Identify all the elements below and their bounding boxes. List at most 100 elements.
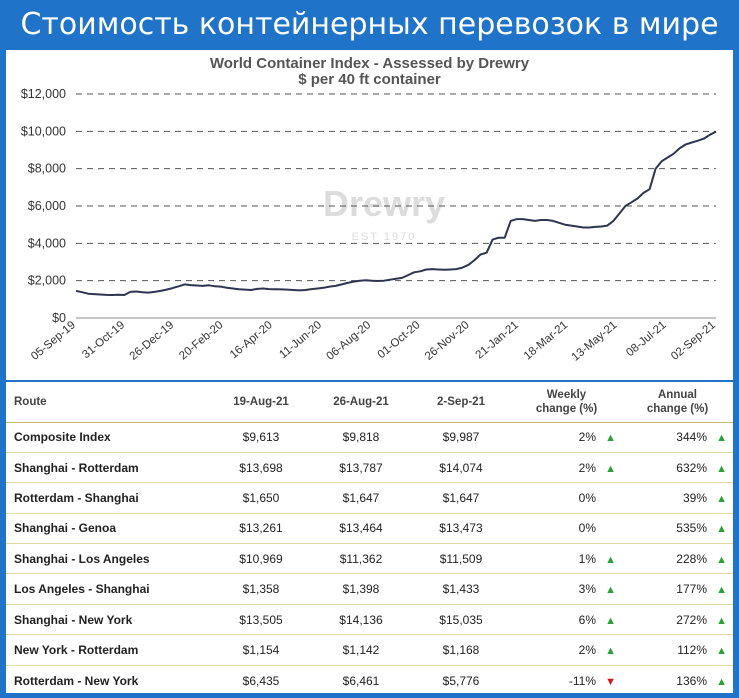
table-row: New York - Rotterdam $1,154 $1,142 $1,168 2%… [6, 634, 733, 666]
x-tick-label: 21-Jan-21 [474, 319, 521, 361]
weekly-change: 1% ▲ [511, 543, 622, 574]
value-date-3: $1,647 [411, 482, 511, 514]
value-date-2: $9,818 [311, 421, 411, 453]
x-tick-label: 08-Jul-21 [624, 319, 668, 359]
route-name: New York - Rotterdam [6, 634, 211, 666]
weekly-change-value: 2% [578, 430, 596, 445]
value-date-3: $13,473 [411, 512, 511, 544]
x-tick-label: 02-Sep-21 [669, 319, 718, 363]
x-tick-label: 06-Aug-20 [324, 319, 373, 363]
header-date-1: 19-Aug-21 [233, 395, 289, 408]
y-tick-label: $10,000 [21, 124, 66, 138]
value-date-2: $13,464 [311, 512, 411, 544]
y-tick-label: $12,000 [21, 87, 66, 101]
weekly-change-value: 0% [578, 521, 596, 536]
chart-area: World Container Index - Assessed by Drew… [6, 50, 733, 380]
arrow-up-icon: ▲ [716, 553, 727, 566]
arrow-up-icon: ▲ [605, 432, 616, 445]
weekly-change-value: 2% [578, 642, 596, 657]
annual-change-value: 228% [676, 551, 707, 566]
route-name: Shanghai - Los Angeles [6, 543, 211, 574]
y-tick-label: $4,000 [28, 236, 66, 250]
annual-change-value: 112% [677, 642, 707, 657]
watermark-text: Drewry [323, 183, 445, 224]
value-date-1: $13,261 [211, 512, 311, 544]
y-tick-label: $2,000 [28, 274, 66, 288]
arrow-up-icon: ▲ [605, 614, 616, 627]
table-header-row: Route 19-Aug-21 26-Aug-21 2-Sep-21 Weekl… [6, 382, 733, 422]
weekly-change-value: 0% [578, 490, 596, 505]
value-date-1: $1,650 [211, 482, 311, 514]
header-weekly: Weekly change (%) [511, 382, 622, 422]
value-date-2: $1,398 [311, 573, 411, 605]
header-weekly-line1: Weekly [546, 388, 587, 401]
annual-change-value: 272% [676, 612, 707, 627]
header-route: Route [14, 395, 47, 408]
weekly-change: 3% ▲ [511, 573, 622, 605]
weekly-change: 2% ▲ [511, 421, 622, 453]
y-tick-label: $6,000 [28, 199, 66, 213]
rates-table-container: Route 19-Aug-21 26-Aug-21 2-Sep-21 Weekl… [6, 380, 733, 696]
arrow-up-icon: ▲ [716, 462, 727, 475]
table-row: Shanghai - Genoa $13,261 $13,464 $13,473 0% 5… [6, 512, 733, 544]
annual-change: 535% ▲ [622, 512, 733, 544]
rates-table: Route 19-Aug-21 26-Aug-21 2-Sep-21 Weekl… [6, 382, 733, 696]
route-name: Shanghai - New York [6, 603, 211, 635]
value-date-3: $11,509 [411, 543, 511, 574]
annual-change: 177% ▲ [622, 573, 733, 605]
chart-subtitle: $ per 40 ft container [298, 71, 441, 88]
value-date-1: $13,698 [211, 451, 311, 483]
header-weekly-line2: change (%) [535, 402, 598, 415]
table-row: Los Angeles - Shanghai $1,358 $1,398 $1,433… [6, 573, 733, 605]
annual-change-value: 39% [682, 490, 707, 505]
x-tick-label: 26-Dec-19 [128, 319, 177, 363]
annual-change: 136% ▲ [622, 664, 733, 696]
x-tick-label: 31-Oct-19 [80, 319, 127, 361]
value-date-1: $6,435 [211, 664, 311, 696]
header-date-3: 2-Sep-21 [437, 395, 485, 408]
value-date-1: $10,969 [211, 543, 311, 574]
header-annual-line2: change (%) [646, 402, 709, 415]
x-tick-label: 13-May-21 [570, 319, 620, 364]
route-name: Rotterdam - Shanghai [6, 482, 211, 514]
table-row: Rotterdam - Shanghai $1,650 $1,647 $1,647 0%… [6, 482, 733, 514]
arrow-up-icon: ▲ [716, 492, 727, 505]
x-tick-label: 01-Oct-20 [376, 319, 423, 361]
annual-change-value: 344% [676, 430, 707, 445]
weekly-change-value: 3% [578, 582, 596, 597]
value-date-2: $11,362 [311, 543, 411, 574]
value-date-3: $5,776 [411, 664, 511, 696]
arrow-up-icon: ▲ [605, 644, 616, 657]
annual-change-value: 632% [676, 460, 707, 475]
annual-change: 344% ▲ [622, 421, 733, 453]
route-name: Los Angeles - Shanghai [6, 573, 211, 605]
table-row: Composite Index $9,613 $9,818 $9,987 2% ▲ 344%… [6, 421, 733, 453]
value-date-1: $13,505 [211, 603, 311, 635]
weekly-change: -11% ▼ [511, 664, 622, 696]
value-date-3: $14,074 [411, 451, 511, 483]
arrow-up-icon: ▲ [716, 523, 727, 536]
x-tick-label: 26-Nov-20 [423, 319, 472, 363]
value-date-2: $13,787 [311, 451, 411, 483]
annual-change: 632% ▲ [622, 451, 733, 483]
value-date-2: $6,461 [311, 664, 411, 696]
line-chart: Drewry EST 1970 $0 $2,000 $4,000 $6,000 $8,000… [21, 87, 718, 364]
weekly-change: 2% ▲ [511, 634, 622, 666]
annual-change: 228% ▲ [622, 543, 733, 574]
weekly-change: 0% [511, 512, 622, 544]
arrow-up-icon: ▲ [605, 553, 616, 566]
weekly-change-value: -11% [568, 673, 596, 688]
weekly-change-value: 6% [578, 612, 596, 627]
x-tick-label: 20-Feb-20 [177, 319, 225, 362]
arrow-up-icon: ▲ [716, 584, 727, 597]
chart-title-block: World Container Index - Assessed by Drew… [6, 56, 733, 88]
route-name: Rotterdam - New York [6, 664, 211, 696]
table-row: Shanghai - Los Angeles $10,969 $11,362 $11,… [6, 543, 733, 574]
arrow-up-icon: ▲ [716, 644, 727, 657]
arrow-up-icon: ▲ [716, 614, 727, 627]
annual-change-value: 136% [676, 673, 707, 688]
y-tick-label: $0 [52, 311, 66, 325]
banner-title: Стоимость контейнерных перевозок в мире [20, 7, 719, 42]
x-tick-label: 16-Apr-20 [228, 319, 275, 361]
value-date-2: $1,647 [311, 482, 411, 514]
